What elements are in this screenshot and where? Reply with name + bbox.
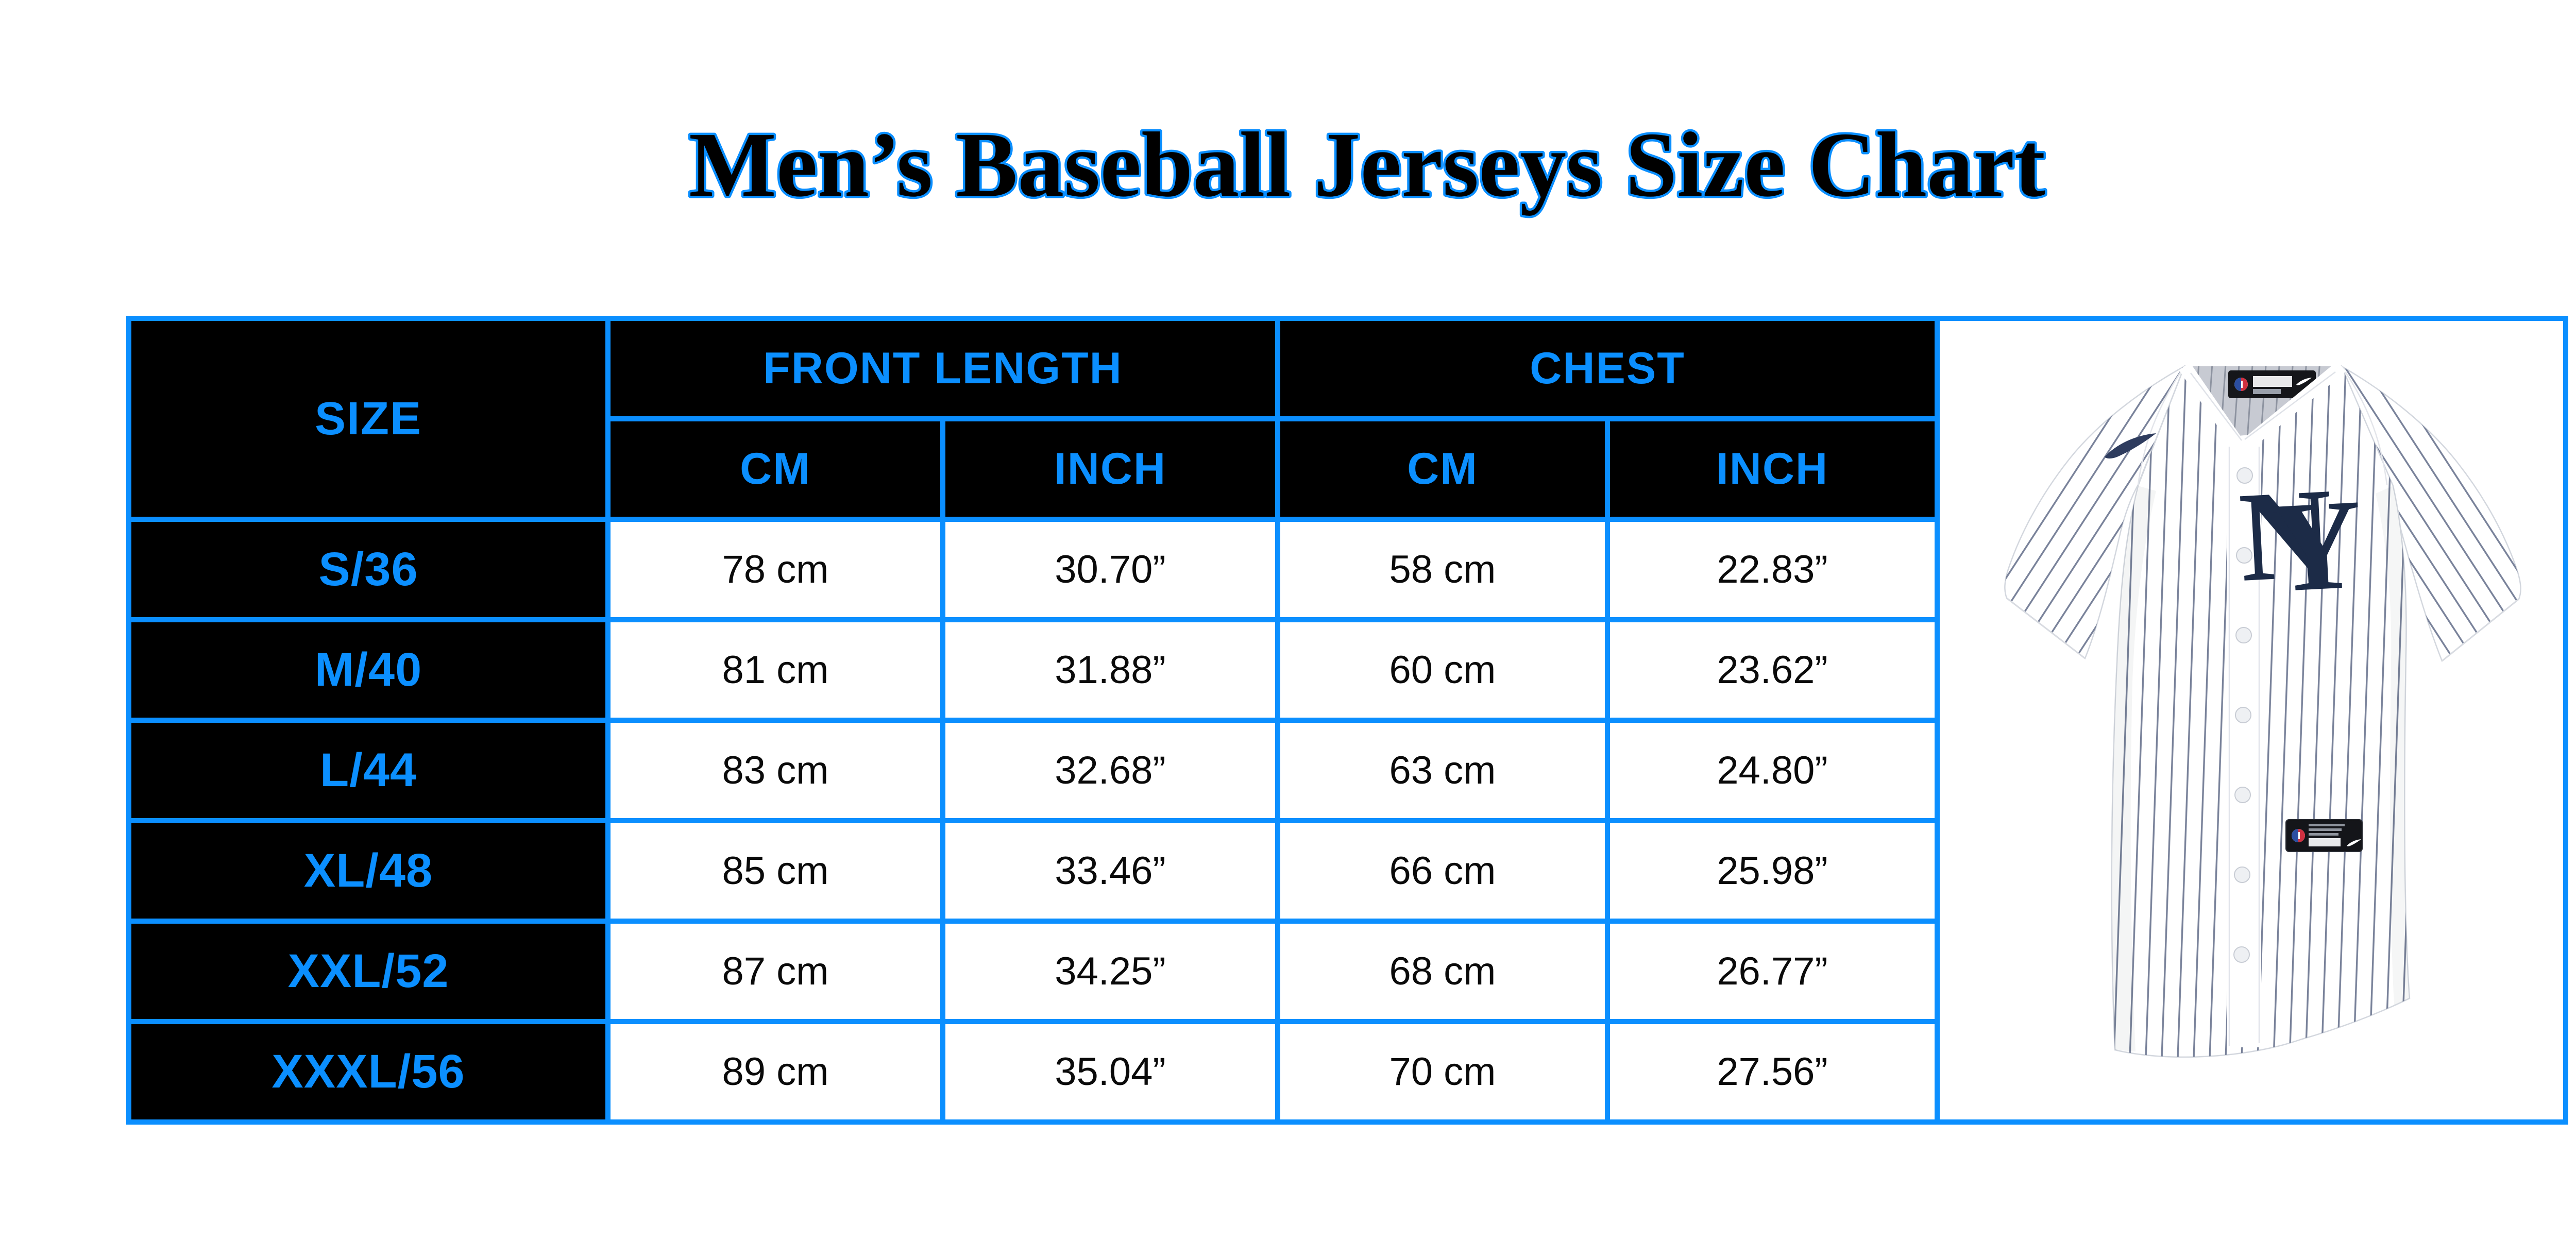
row-2-front-cm: 83 cm (611, 723, 940, 818)
jersey-placket (2227, 445, 2261, 1047)
row-1-front-cm: 81 cm (611, 622, 940, 718)
row-1-size: M/40 (131, 622, 605, 718)
subheader-label: CM (740, 444, 811, 494)
col-header-chest: CHEST (1280, 321, 1935, 416)
row-5-chest-cm: 70 cm (1280, 1024, 1605, 1119)
row-3-front-cm: 85 cm (611, 823, 940, 919)
col-subheader-chest-cm: CM (1280, 421, 1605, 517)
row-0-front-inch: 30.70” (945, 522, 1275, 617)
jersey-panel: N Y (1940, 321, 2563, 1119)
size-chart-table: SIZE FRONT LENGTH CHEST (126, 316, 2568, 1125)
row-1-chest-cm: 60 cm (1280, 622, 1605, 718)
row-4-front-cm: 87 cm (611, 924, 940, 1019)
row-2-front-inch: 32.68” (945, 723, 1275, 818)
size-label: XXL/52 (287, 945, 449, 997)
row-0-size: S/36 (131, 522, 605, 617)
row-4-size: XXL/52 (131, 924, 605, 1019)
col-subheader-front-cm: CM (611, 421, 940, 517)
row-2-size: L/44 (131, 723, 605, 818)
col-header-chest-label: CHEST (1530, 344, 1685, 393)
col-header-front-length: FRONT LENGTH (611, 321, 1275, 416)
row-1-front-inch: 31.88” (945, 622, 1275, 718)
jersey-image: N Y (2004, 361, 2521, 1058)
subheader-label: INCH (1716, 444, 1829, 494)
page-title-text: Men’s Baseball Jerseys Size Chart (689, 113, 2045, 216)
col-header-front-length-label: FRONT LENGTH (763, 344, 1123, 393)
row-3-front-inch: 33.46” (945, 823, 1275, 919)
row-0-front-cm: 78 cm (611, 522, 940, 617)
jock-tag (2285, 819, 2363, 852)
page-title: Men’s Baseball Jerseys Size Chart (687, 111, 2048, 218)
row-3-size: XL/48 (131, 823, 605, 919)
row-5-size: XXXL/56 (131, 1024, 605, 1119)
row-1-chest-inch: 23.62” (1610, 622, 1935, 718)
jersey-buttons (2233, 467, 2253, 963)
row-0-chest-cm: 58 cm (1280, 522, 1605, 617)
row-5-front-inch: 35.04” (945, 1024, 1275, 1119)
row-0-chest-inch: 22.83” (1610, 522, 1935, 617)
row-3-chest-cm: 66 cm (1280, 823, 1605, 919)
col-subheader-chest-inch: INCH (1610, 421, 1935, 517)
subheader-label: INCH (1054, 444, 1167, 494)
row-2-chest-cm: 63 cm (1280, 723, 1605, 818)
mlb-neck-tag (2228, 370, 2316, 398)
row-5-front-cm: 89 cm (611, 1024, 940, 1119)
subheader-label: CM (1407, 444, 1478, 494)
ny-logo-n: N (2236, 462, 2336, 609)
col-header-size: SIZE (131, 321, 605, 517)
ny-logo: N Y (2236, 462, 2366, 620)
size-label: L/44 (319, 744, 417, 796)
row-4-chest-cm: 68 cm (1280, 924, 1605, 1019)
ny-logo-y: Y (2265, 472, 2366, 620)
row-2-chest-inch: 24.80” (1610, 723, 1935, 818)
size-label: M/40 (314, 643, 422, 696)
jersey-collar (2179, 361, 2346, 450)
row-5-chest-inch: 27.56” (1610, 1024, 1935, 1119)
col-header-size-label: SIZE (314, 393, 422, 445)
row-3-chest-inch: 25.98” (1610, 823, 1935, 919)
size-label: S/36 (318, 543, 418, 596)
size-label: XXXL/56 (272, 1045, 465, 1098)
size-label: XL/48 (303, 844, 433, 897)
col-subheader-front-inch: INCH (945, 421, 1275, 517)
row-4-chest-inch: 26.77” (1610, 924, 1935, 1019)
row-4-front-inch: 34.25” (945, 924, 1275, 1019)
